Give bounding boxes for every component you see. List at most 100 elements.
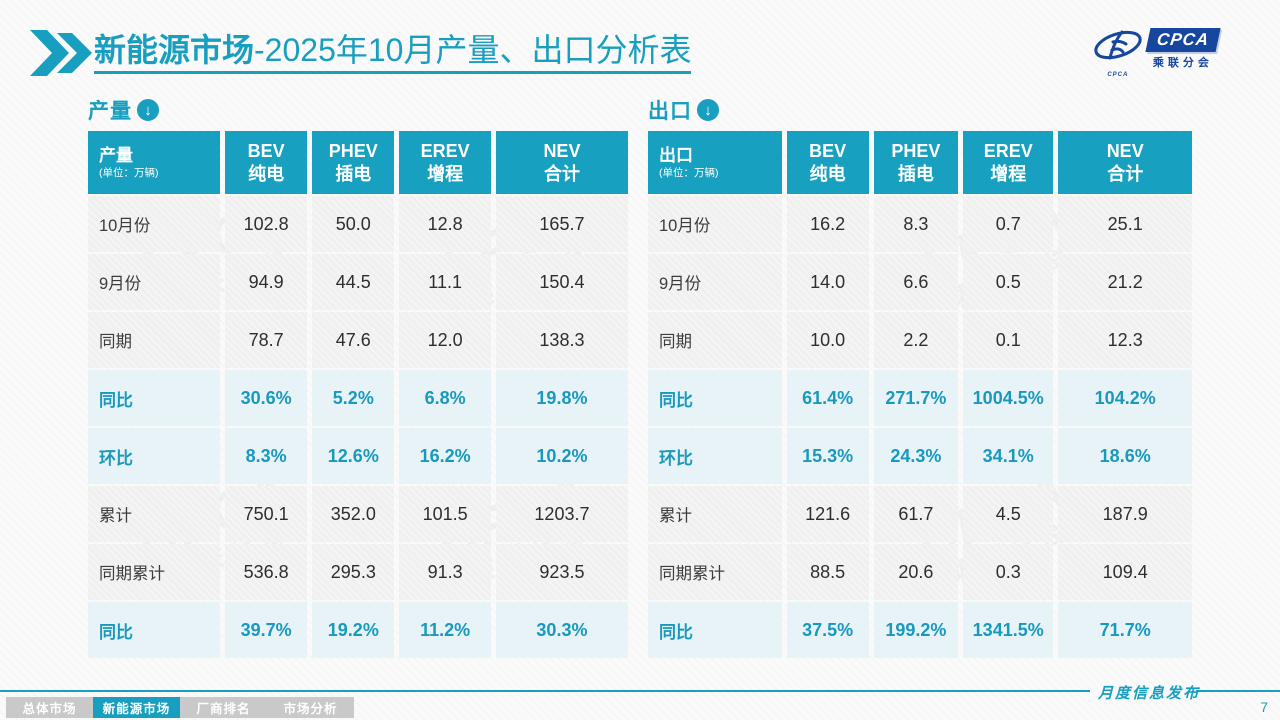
column-header: BEV 纯电 <box>225 131 308 194</box>
cell: 5.2% <box>312 370 395 426</box>
tab-nev-market[interactable]: 新能源市场 <box>93 697 180 718</box>
cell: 150.4 <box>495 254 628 310</box>
cpca-logo: CPCA CPCA 乘联分会 <box>1092 28 1221 78</box>
cell: 0.3 <box>963 544 1054 600</box>
cell: 4.5 <box>963 486 1054 542</box>
table-row: 9月份 14.0 6.6 0.5 21.2 <box>648 254 1192 310</box>
table-header-row: 出口 (单位：万辆) BEV 纯电 PHEV 插电 EREV 增程 NEV 合计 <box>648 131 1192 194</box>
row-label: 环比 <box>648 428 782 484</box>
row-label: 9月份 <box>648 254 782 310</box>
cell: 30.6% <box>225 370 308 426</box>
page-title-bold: 新能源市场 <box>94 32 255 68</box>
cell: 102.8 <box>225 196 308 252</box>
cell: 1004.5% <box>963 370 1054 426</box>
cell: 6.6 <box>873 254 958 310</box>
tab-overall-market[interactable]: 总体市场 <box>6 697 93 718</box>
cell: 0.7 <box>963 196 1054 252</box>
table-row: 环比 15.3% 24.3% 34.1% 18.6% <box>648 428 1192 484</box>
cell: 1341.5% <box>963 602 1054 658</box>
cell: 10.0 <box>786 312 869 368</box>
cell: 47.6 <box>312 312 395 368</box>
cell: 61.4% <box>786 370 869 426</box>
tab-market-analysis[interactable]: 市场分析 <box>267 697 354 718</box>
cell: 295.3 <box>312 544 395 600</box>
table-row: 10月份 16.2 8.3 0.7 25.1 <box>648 196 1192 252</box>
cell: 30.3% <box>495 602 628 658</box>
cell: 37.5% <box>786 602 869 658</box>
row-label: 同期 <box>648 312 782 368</box>
production-label: 产量 ↓ <box>88 96 628 124</box>
table-row: 同比 30.6% 5.2% 6.8% 19.8% <box>88 370 628 426</box>
production-table: 产量 (单位：万辆) BEV 纯电 PHEV 插电 EREV 增程 NEV 合计 10月份… <box>83 129 633 660</box>
page-title: 新能源市场-2025年10月产量、出口分析表 <box>94 32 692 75</box>
cell: 16.2% <box>399 428 491 484</box>
column-header: PHEV 插电 <box>873 131 958 194</box>
cell: 104.2% <box>1058 370 1192 426</box>
column-header: BEV 纯电 <box>786 131 869 194</box>
cell: 536.8 <box>225 544 308 600</box>
cell: 25.1 <box>1058 196 1192 252</box>
tab-bar: 总体市场 新能源市场 厂商排名 市场分析 <box>6 697 354 718</box>
cell: 12.8 <box>399 196 491 252</box>
cell: 11.1 <box>399 254 491 310</box>
table-row: 同期累计 536.8 295.3 91.3 923.5 <box>88 544 628 600</box>
table-row: 同期 10.0 2.2 0.1 12.3 <box>648 312 1192 368</box>
cell: 8.3 <box>873 196 958 252</box>
cell: 12.0 <box>399 312 491 368</box>
cell: 8.3% <box>225 428 308 484</box>
row-label: 9月份 <box>88 254 221 310</box>
cell: 14.0 <box>786 254 869 310</box>
table-header-row: 产量 (单位：万辆) BEV 纯电 PHEV 插电 EREV 增程 NEV 合计 <box>88 131 628 194</box>
cell: 199.2% <box>873 602 958 658</box>
cell: 19.2% <box>312 602 395 658</box>
row-label: 同比 <box>88 370 221 426</box>
cell: 78.7 <box>225 312 308 368</box>
cell: 71.7% <box>1058 602 1192 658</box>
table-row: 同期累计 88.5 20.6 0.3 109.4 <box>648 544 1192 600</box>
column-header: EREV 增程 <box>963 131 1054 194</box>
row-label: 同比 <box>88 602 221 658</box>
export-label: 出口 ↓ <box>648 96 1192 124</box>
table-row: 累计 121.6 61.7 4.5 187.9 <box>648 486 1192 542</box>
cell: 0.1 <box>963 312 1054 368</box>
tab-oem-ranking[interactable]: 厂商排名 <box>180 697 267 718</box>
double-chevron-icon <box>30 30 94 81</box>
row-label: 同期累计 <box>88 544 221 600</box>
column-header: NEV 合计 <box>1058 131 1192 194</box>
cell: 271.7% <box>873 370 958 426</box>
table-row: 10月份 102.8 50.0 12.8 165.7 <box>88 196 628 252</box>
table-row: 同比 39.7% 19.2% 11.2% 30.3% <box>88 602 628 658</box>
cell: 50.0 <box>312 196 395 252</box>
cell: 10.2% <box>495 428 628 484</box>
cell: 34.1% <box>963 428 1054 484</box>
cell: 91.3 <box>399 544 491 600</box>
row-label: 同比 <box>648 602 782 658</box>
table-row: 累计 750.1 352.0 101.5 1203.7 <box>88 486 628 542</box>
production-section: 产量 ↓ 产量 (单位：万辆) BEV 纯电 PHEV 插电 EREV 增程 NEV 合计… <box>88 96 628 660</box>
cell: 20.6 <box>873 544 958 600</box>
page-number: 7 <box>1260 699 1268 715</box>
column-header: 产量 (单位：万辆) <box>88 131 221 194</box>
footer-rule-right <box>1196 690 1280 692</box>
page-title-rest: -2025年10月产量、出口分析表 <box>254 32 692 68</box>
cpca-logo-box: CPCA <box>1145 28 1221 52</box>
cell: 352.0 <box>312 486 395 542</box>
cpca-swoosh-icon: CPCA <box>1092 28 1144 78</box>
cell: 61.7 <box>873 486 958 542</box>
column-header: PHEV 插电 <box>312 131 395 194</box>
cell: 12.6% <box>312 428 395 484</box>
cell: 15.3% <box>786 428 869 484</box>
cell: 16.2 <box>786 196 869 252</box>
cell: 39.7% <box>225 602 308 658</box>
cell: 101.5 <box>399 486 491 542</box>
cell: 750.1 <box>225 486 308 542</box>
row-label: 同期 <box>88 312 221 368</box>
cell: 6.8% <box>399 370 491 426</box>
export-table: 出口 (单位：万辆) BEV 纯电 PHEV 插电 EREV 增程 NEV 合计 10月份… <box>643 129 1197 660</box>
table-row: 9月份 94.9 44.5 11.1 150.4 <box>88 254 628 310</box>
table-row: 同期 78.7 47.6 12.0 138.3 <box>88 312 628 368</box>
row-label: 环比 <box>88 428 221 484</box>
footer-publication-label: 月度信息发布 <box>1098 686 1201 702</box>
cell: 11.2% <box>399 602 491 658</box>
